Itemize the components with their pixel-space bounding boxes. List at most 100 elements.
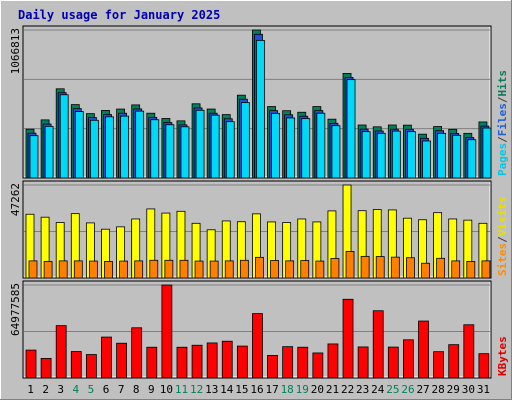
bar-visits-sites-25 <box>390 256 400 279</box>
bar-kbytes-kbytes-30 <box>463 324 475 379</box>
bar-kbytes-kbytes-25 <box>387 346 399 379</box>
bar-kbytes-kbytes-23 <box>357 346 369 379</box>
bar-visits-sites-18 <box>285 260 295 279</box>
bar-kbytes-kbytes-6 <box>101 336 112 379</box>
x-tick-label-22: 22 <box>341 383 354 396</box>
legend-entry: KBytes <box>496 336 509 376</box>
bar-kbytes-kbytes-5 <box>85 354 97 379</box>
bar-hits-pages-10 <box>165 124 175 179</box>
bar-kbytes-kbytes-9 <box>146 346 158 379</box>
legend-entry: / <box>496 136 509 143</box>
bar-hits-pages-21 <box>331 125 341 179</box>
bar-kbytes-kbytes-15 <box>236 345 248 379</box>
bar-visits-sites-1 <box>28 260 38 279</box>
panel-visits: 47262 Sites/Visits <box>9 180 509 279</box>
bar-hits-pages-8 <box>135 110 145 179</box>
bar-visits-sites-7 <box>119 260 128 279</box>
x-tick-label-27: 27 <box>416 383 429 396</box>
bar-visits-sites-21 <box>330 258 340 279</box>
bar-visits-sites-26 <box>406 257 415 279</box>
legend-entry: / <box>496 96 509 103</box>
bar-visits-sites-27 <box>421 262 430 279</box>
x-tick-label-13: 13 <box>205 383 218 396</box>
bar-visits-sites-17 <box>270 260 279 279</box>
bar-hits-pages-20 <box>316 112 326 179</box>
bar-hits-pages-25 <box>391 130 401 179</box>
x-tick-label-24: 24 <box>371 383 385 396</box>
legend-entry: Visits <box>496 197 509 237</box>
bar-visits-sites-3 <box>58 260 68 279</box>
bar-hits-pages-31 <box>482 127 492 179</box>
bar-hits-pages-5 <box>89 119 99 179</box>
bar-kbytes-kbytes-1 <box>25 349 37 379</box>
bar-hits-pages-14 <box>225 121 235 179</box>
bar-hits-pages-24 <box>376 132 386 179</box>
bar-hits-pages-23 <box>361 131 371 179</box>
legend: Pages/Files/Hits <box>496 70 509 176</box>
bar-hits-pages-3 <box>59 94 69 179</box>
y-max-label: 47262 <box>9 183 22 216</box>
bar-visits-sites-4 <box>73 260 83 279</box>
x-tick-label-5: 5 <box>88 383 95 396</box>
x-tick-label-10: 10 <box>160 383 173 396</box>
bar-hits-pages-6 <box>105 116 114 179</box>
x-tick-label-12: 12 <box>190 383 203 396</box>
bar-kbytes-kbytes-8 <box>131 327 143 379</box>
bar-visits-sites-24 <box>375 256 385 279</box>
bar-visits-sites-10 <box>164 259 174 279</box>
bar-hits-pages-15 <box>240 102 250 179</box>
legend-entry: Hits <box>496 70 509 97</box>
bar-kbytes-kbytes-21 <box>327 343 339 379</box>
bar-kbytes-kbytes-3 <box>55 325 67 379</box>
x-tick-label-16: 16 <box>250 383 263 396</box>
x-tick-label-25: 25 <box>386 383 399 396</box>
x-tick-label-26: 26 <box>401 383 414 396</box>
bar-kbytes-kbytes-26 <box>403 339 414 379</box>
bar-visits-sites-12 <box>194 260 204 279</box>
x-tick-label-9: 9 <box>148 383 155 396</box>
legend-entry: / <box>496 236 509 243</box>
x-tick-label-18: 18 <box>281 383 294 396</box>
legend: KBytes <box>496 336 509 376</box>
bar-hits-pages-26 <box>407 131 416 179</box>
x-tick-label-2: 2 <box>42 383 49 396</box>
bar-kbytes-kbytes-18 <box>282 346 294 379</box>
bar-hits-pages-28 <box>437 132 447 179</box>
bar-visits-sites-14 <box>224 260 234 279</box>
x-tick-label-31: 31 <box>477 383 490 396</box>
bar-hits-pages-18 <box>286 117 296 179</box>
legend-entry: Files <box>496 103 509 136</box>
y-max-label: 1066813 <box>9 28 22 74</box>
bar-kbytes-kbytes-16 <box>252 313 263 379</box>
bar-kbytes-kbytes-29 <box>448 344 460 379</box>
bar-kbytes-kbytes-19 <box>297 346 309 379</box>
bar-hits-pages-29 <box>452 134 462 179</box>
bar-hits-pages-22 <box>346 79 356 179</box>
bar-kbytes-kbytes-20 <box>312 352 324 379</box>
x-tick-label-6: 6 <box>103 383 110 396</box>
x-tick-label-19: 19 <box>296 383 309 396</box>
x-tick-label-30: 30 <box>462 383 475 396</box>
bar-visits-sites-13 <box>209 260 219 279</box>
bar-hits-pages-30 <box>467 139 477 179</box>
bar-kbytes-kbytes-22 <box>342 298 354 379</box>
bar-kbytes-kbytes-17 <box>267 354 278 379</box>
bar-visits-sites-19 <box>300 260 310 279</box>
bar-hits-pages-7 <box>120 115 129 179</box>
x-tick-label-21: 21 <box>326 383 339 396</box>
bar-kbytes-kbytes-24 <box>372 310 384 379</box>
x-tick-label-15: 15 <box>235 383 248 396</box>
y-max-label: 64977585 <box>9 283 22 336</box>
bar-kbytes-kbytes-13 <box>206 342 218 379</box>
legend-entry: Pages <box>496 143 509 176</box>
x-axis-labels: 1 2 3 4 5 6 7 8 9 10 11 12 13 14 15 16 17 18 19 20 21 22 23 24 2… <box>27 383 490 396</box>
bar-hits-pages-17 <box>271 112 280 179</box>
x-tick-label-28: 28 <box>432 383 445 396</box>
bar-visits-sites-29 <box>451 260 461 279</box>
x-tick-label-14: 14 <box>220 383 234 396</box>
x-tick-label-11: 11 <box>175 383 188 396</box>
bar-visits-sites-11 <box>179 259 189 279</box>
bar-kbytes-kbytes-28 <box>433 351 445 379</box>
